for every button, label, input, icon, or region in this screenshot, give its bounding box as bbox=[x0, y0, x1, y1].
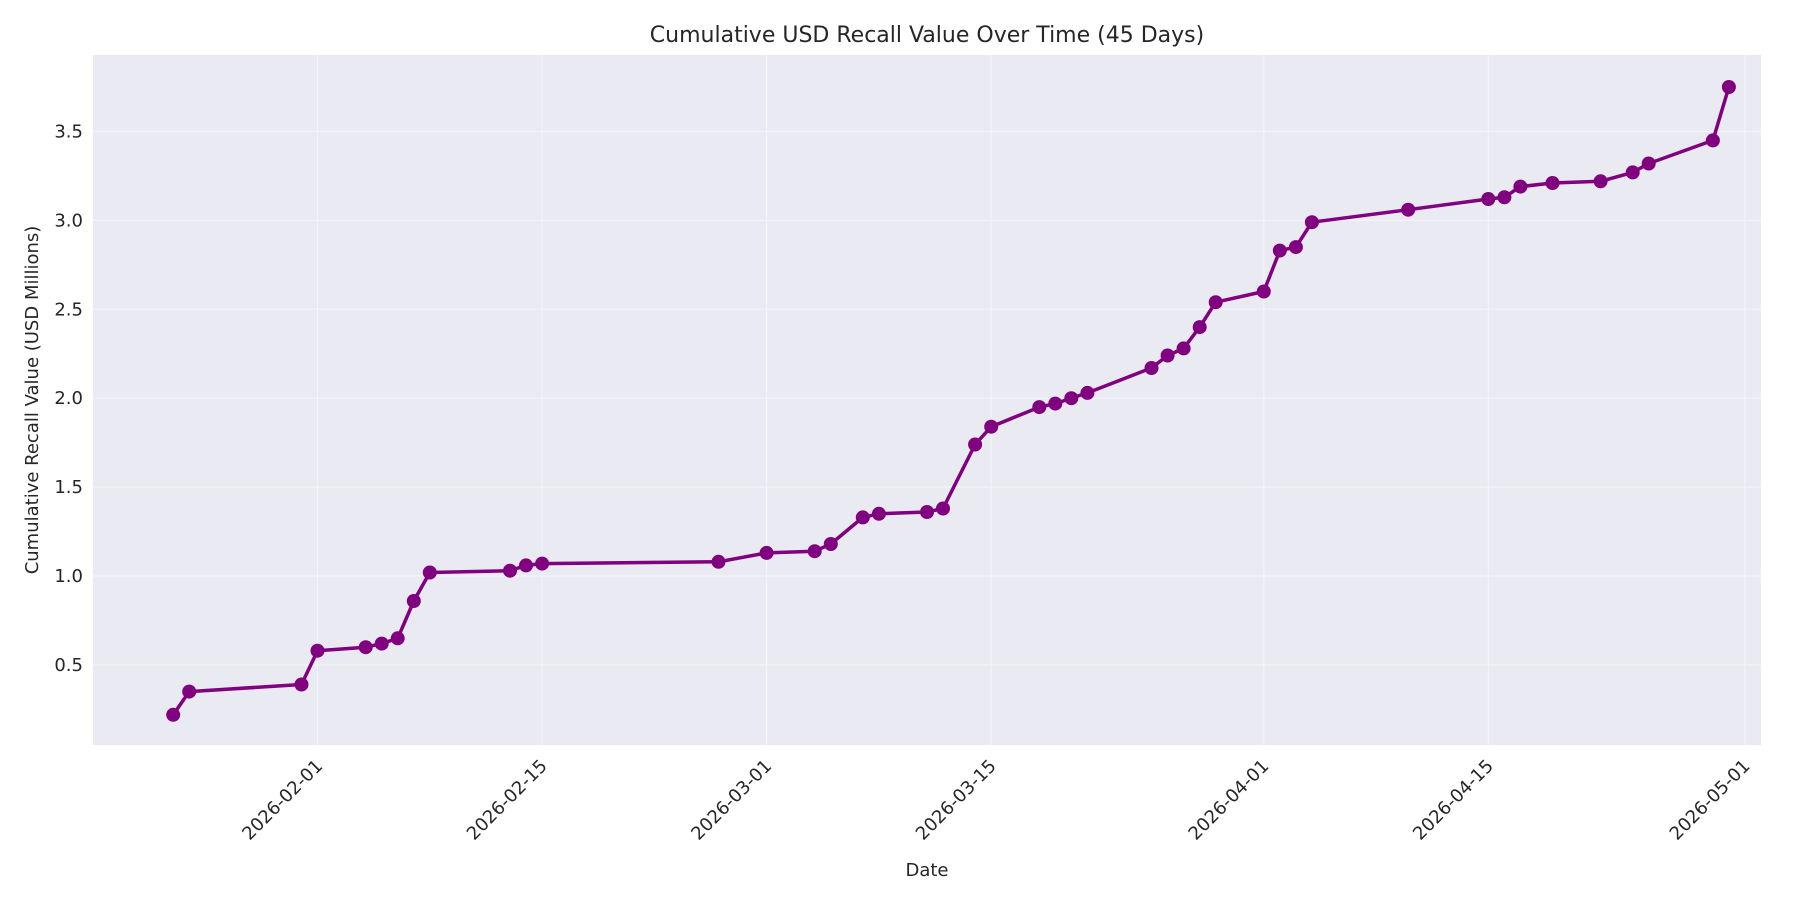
data-point bbox=[166, 707, 181, 722]
data-point bbox=[519, 558, 533, 573]
data-point bbox=[759, 545, 774, 560]
data-point bbox=[406, 594, 421, 608]
x-axis-label: Date bbox=[905, 860, 948, 881]
x-tick-label: 2026-02-15 bbox=[463, 756, 552, 845]
data-point bbox=[1064, 391, 1079, 406]
data-point bbox=[374, 636, 389, 651]
data-point bbox=[1721, 80, 1736, 94]
data-point bbox=[1080, 385, 1095, 400]
data-point bbox=[1192, 320, 1207, 335]
data-point bbox=[1593, 174, 1608, 189]
y-tick-label: 1.5 bbox=[54, 477, 83, 498]
x-tick-label: 2026-04-15 bbox=[1409, 756, 1498, 845]
x-tick-label: 2026-04-01 bbox=[1185, 756, 1274, 845]
data-point bbox=[1032, 400, 1047, 415]
data-point bbox=[1705, 133, 1720, 148]
data-point bbox=[968, 437, 983, 452]
grid bbox=[93, 55, 1761, 745]
y-ticks: 0.5 1.0 1.5 2.0 2.5 3.0 3.5 bbox=[54, 121, 83, 676]
data-point bbox=[1160, 348, 1175, 363]
data-point bbox=[294, 677, 309, 692]
data-point bbox=[1401, 202, 1416, 217]
data-point bbox=[1048, 396, 1063, 411]
y-tick-label: 1.0 bbox=[54, 566, 83, 587]
data-point bbox=[310, 643, 325, 658]
data-point bbox=[855, 510, 870, 525]
data-point bbox=[1272, 243, 1287, 258]
data-point bbox=[871, 506, 886, 521]
data-point bbox=[390, 631, 405, 646]
y-axis-label: Cumulative Recall Value (USD Millions) bbox=[22, 226, 43, 575]
data-point bbox=[807, 544, 822, 559]
plot-area bbox=[93, 55, 1761, 745]
data-point bbox=[1288, 240, 1303, 255]
data-point bbox=[182, 684, 197, 699]
y-tick-label: 3.5 bbox=[54, 121, 83, 142]
data-point bbox=[936, 501, 950, 516]
data-point bbox=[503, 563, 517, 578]
y-tick-label: 0.5 bbox=[54, 655, 83, 676]
series-points bbox=[166, 80, 1736, 722]
chart-title: Cumulative USD Recall Value Over Time (4… bbox=[650, 23, 1204, 48]
data-point bbox=[535, 556, 550, 571]
data-point bbox=[984, 419, 999, 434]
data-point bbox=[711, 554, 726, 569]
data-point bbox=[1641, 156, 1656, 171]
y-tick-label: 3.0 bbox=[54, 210, 83, 231]
data-point bbox=[1545, 176, 1560, 190]
data-point bbox=[1625, 165, 1640, 180]
y-tick-label: 2.0 bbox=[54, 388, 83, 409]
x-tick-label: 2026-03-15 bbox=[912, 756, 1001, 845]
data-point bbox=[1481, 192, 1496, 206]
data-point bbox=[422, 565, 437, 580]
data-point bbox=[1513, 179, 1528, 194]
data-point bbox=[1497, 190, 1512, 205]
data-point bbox=[1256, 284, 1271, 299]
data-point bbox=[823, 537, 838, 551]
data-point bbox=[1144, 361, 1159, 375]
x-tick-label: 2026-02-01 bbox=[238, 756, 327, 845]
data-point bbox=[1176, 341, 1191, 356]
data-point bbox=[1304, 215, 1319, 230]
x-tick-label: 2026-03-01 bbox=[687, 756, 776, 845]
y-tick-label: 2.5 bbox=[54, 299, 83, 320]
data-point bbox=[920, 505, 934, 519]
x-tick-label: 2026-05-01 bbox=[1666, 756, 1755, 845]
data-point bbox=[1208, 295, 1223, 310]
x-ticks: 2026-02-01 2026-02-15 2026-03-01 2026-03-15… bbox=[238, 756, 1754, 845]
data-point bbox=[358, 640, 373, 655]
